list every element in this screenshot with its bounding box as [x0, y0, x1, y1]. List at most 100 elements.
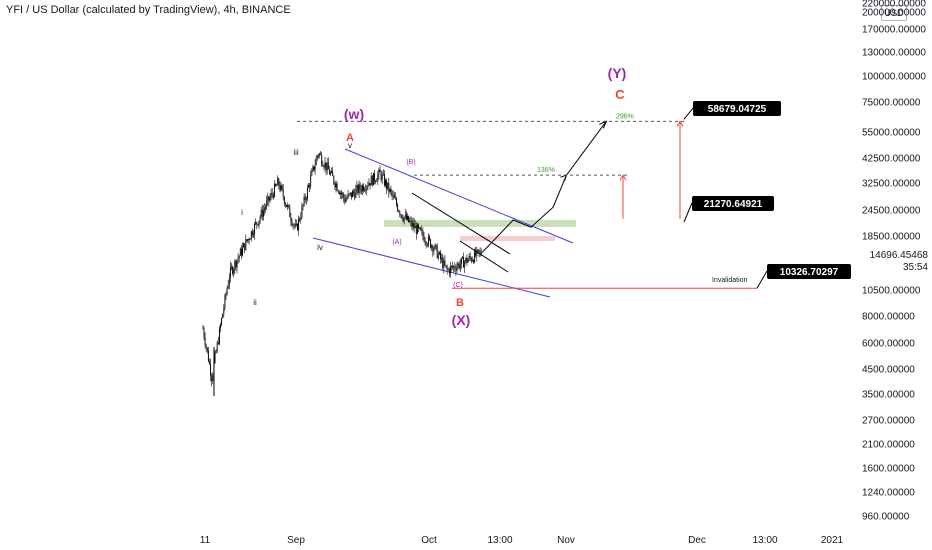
projection-arrowhead	[599, 120, 608, 129]
candle-body	[370, 176, 372, 186]
candle-body	[386, 180, 388, 189]
candle-body	[324, 162, 326, 168]
candle-body	[381, 174, 383, 180]
candle-body	[339, 192, 341, 195]
candle-body	[462, 257, 463, 259]
candle-body	[218, 328, 220, 344]
candle-body	[306, 187, 308, 199]
candle-body	[391, 191, 393, 196]
wave-label-C: C	[615, 87, 625, 102]
candle-body	[288, 205, 290, 207]
candle-body	[402, 218, 404, 221]
candle-body	[431, 245, 433, 248]
candle-body	[468, 256, 470, 260]
measure-arrow-large-head	[676, 120, 684, 127]
candle-body	[366, 186, 368, 191]
candle-body	[369, 183, 371, 186]
candle-body	[421, 230, 423, 231]
time-tick-label: Dec	[688, 535, 706, 546]
price-tick-label: 32500.00000	[862, 179, 921, 190]
candle-body	[276, 185, 278, 187]
candle-body	[224, 295, 226, 308]
candle-body	[270, 193, 272, 198]
candle-body	[246, 239, 248, 242]
candle-body	[220, 324, 221, 329]
candle-body	[425, 242, 427, 245]
candle-body	[265, 207, 267, 209]
time-axis[interactable]: 11 Sep Oct 13:00 Nov Dec 13:00 2021	[200, 535, 844, 546]
time-tick-label: 13:00	[752, 535, 777, 546]
candle-body	[286, 204, 287, 207]
candle-body	[448, 269, 450, 274]
candle-body	[446, 266, 448, 270]
candle-body	[405, 214, 407, 220]
candle-body	[333, 176, 335, 183]
candle-body	[332, 170, 334, 177]
candle-body	[457, 263, 459, 267]
candle-body	[464, 261, 466, 268]
candle-body	[287, 205, 289, 207]
candle-body	[256, 222, 258, 225]
candle-body	[320, 153, 322, 155]
candle-body	[223, 307, 225, 314]
currency-button[interactable]: USD	[881, 5, 907, 21]
candle-body	[401, 214, 403, 219]
candle-body	[403, 217, 405, 221]
candle-body	[290, 217, 292, 222]
price-tick-label: 1240.00000	[862, 488, 915, 499]
candle-body	[271, 193, 273, 195]
candle-body	[253, 234, 254, 236]
candle-body	[438, 252, 440, 255]
candle-body	[245, 239, 247, 250]
candle-body	[248, 239, 250, 240]
candle-body	[455, 268, 457, 271]
callout-58679: 58679.04725	[683, 101, 781, 120]
callout-58679-text: 58679.04725	[708, 104, 767, 115]
candle-body	[452, 265, 454, 268]
wave-label-A-minor: (A)	[392, 239, 401, 246]
candle-body	[436, 245, 438, 259]
candle-body	[433, 248, 435, 252]
time-tick-label: Oct	[421, 535, 437, 546]
candle-body	[205, 345, 207, 348]
price-tick-label: 3500.00000	[862, 390, 915, 401]
candle-body	[361, 185, 363, 192]
candle-body	[350, 192, 352, 198]
price-tick-label: 8000.00000	[862, 312, 915, 323]
candle-body	[364, 189, 366, 191]
candle-body	[231, 266, 232, 268]
price-tick-label: 6000.00000	[862, 339, 915, 350]
candle-body	[418, 224, 419, 229]
current-price-label: 14696.45468 35:54	[864, 250, 930, 276]
candle-body	[264, 208, 265, 211]
wave-label-A: A	[346, 132, 354, 144]
candle-body	[344, 198, 346, 203]
wave-label-ii: ii	[253, 298, 257, 307]
time-tick-label: Nov	[557, 535, 575, 546]
candle-body	[302, 204, 304, 207]
candle-body	[257, 224, 259, 226]
candle-body	[465, 257, 467, 262]
candle-body	[311, 170, 313, 176]
price-tick-label: 10500.00000	[862, 286, 921, 297]
candle-body	[360, 189, 362, 192]
candle-body	[474, 250, 476, 263]
candle-body	[480, 251, 482, 255]
candle-body	[379, 169, 381, 173]
candle-body	[297, 224, 298, 231]
callout-10326-box	[767, 264, 851, 279]
candle-body	[251, 231, 253, 236]
time-tick-label: 11	[200, 535, 211, 546]
candle-body	[304, 196, 306, 201]
candle-body	[353, 191, 355, 194]
candle-body	[409, 221, 411, 222]
candle-body	[454, 266, 456, 269]
candle-body	[242, 247, 243, 256]
candle-body	[378, 169, 380, 175]
candle-body	[382, 174, 384, 175]
candle-body	[237, 258, 239, 261]
candle-body	[420, 227, 422, 231]
target-zones	[384, 220, 576, 241]
